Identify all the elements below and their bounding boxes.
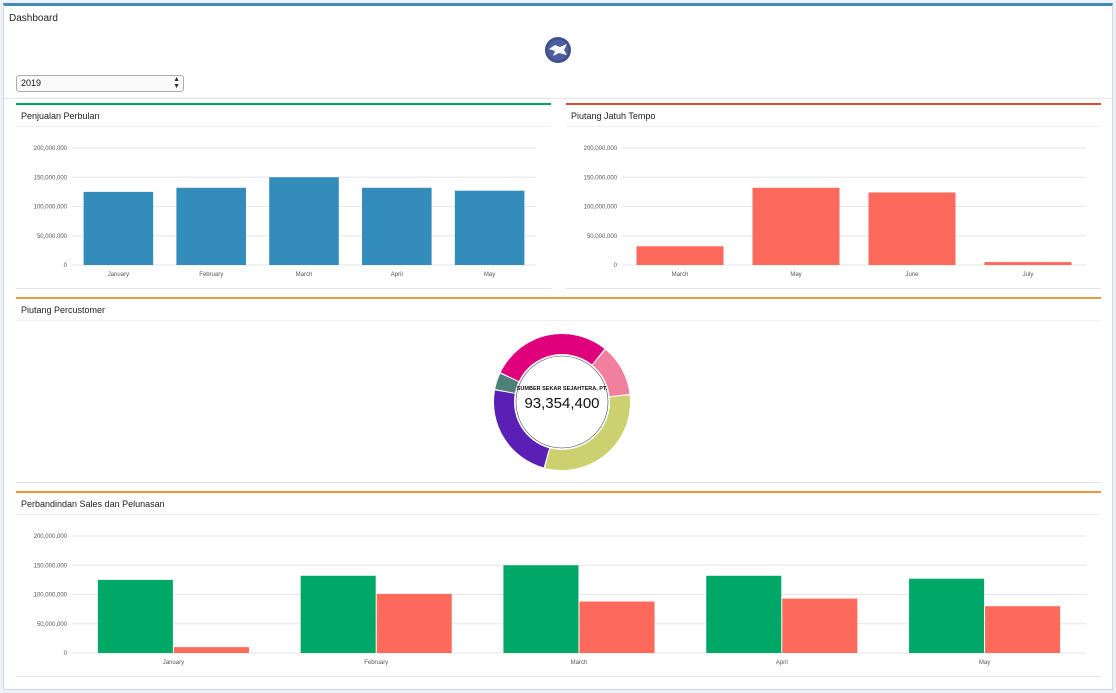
compare-chart: 0 50,000,000 100,000,000 150,000,000 200,000… <box>34 534 1086 666</box>
x-tick-label: July <box>1023 272 1034 278</box>
due-chart: 0 50,000,000 100,000,000 150,000,000 200,000… <box>584 146 1086 278</box>
page-title: Dashboard <box>9 13 58 24</box>
x-tick-label: May <box>979 660 990 666</box>
bar-piutang-jatuh-tempo-july <box>984 262 1072 265</box>
bar-penjualan-perbulan-march <box>269 177 339 265</box>
donut-center-label: SUMBER SEKAR SEJAHTERA, PT. <box>517 386 608 392</box>
donut-slice-1 <box>500 333 605 382</box>
y-tick-label: 0 <box>614 263 618 269</box>
x-tick-label: June <box>905 272 919 278</box>
panel-title: Penjualan Perbulan <box>21 111 100 121</box>
dashboard-frame: Dashboard 2019 ▲ ▼ Penjualan Perbulan 0 50… <box>3 3 1113 690</box>
bar-pelunasan-april <box>782 598 858 653</box>
y-tick-label: 50,000,000 <box>587 234 618 240</box>
panel-due: Piutang Jatuh Tempo 0 50,000,000 100,000,0… <box>566 103 1101 289</box>
year-select[interactable]: 2019 ▲ ▼ <box>16 75 184 92</box>
bar-sales-january <box>97 579 173 653</box>
y-tick-label: 200,000,000 <box>34 534 68 540</box>
bar-pelunasan-february <box>376 593 452 653</box>
donut-slice-5 <box>495 373 519 393</box>
y-tick-label: 150,000,000 <box>584 175 618 181</box>
panel-accent <box>566 103 1101 105</box>
bar-sales-march <box>503 565 579 653</box>
x-tick-label: April <box>391 272 403 278</box>
bar-piutang-jatuh-tempo-may <box>752 187 840 265</box>
x-tick-label: February <box>364 660 388 666</box>
customer-donut-chart: SUMBER SEKAR SEJAHTERA, PT. 93,354,400 <box>494 333 630 470</box>
bar-sales-may <box>909 578 985 653</box>
panel-sales: Penjualan Perbulan 0 50,000,000 100,000,00… <box>16 103 551 289</box>
y-tick-label: 100,000,000 <box>34 593 68 599</box>
bar-pelunasan-may <box>985 606 1061 653</box>
x-tick-label: January <box>163 660 184 666</box>
y-tick-label: 100,000,000 <box>584 205 618 211</box>
y-tick-label: 150,000,000 <box>34 563 68 569</box>
x-tick-label: January <box>108 272 129 278</box>
bar-pelunasan-march <box>579 601 655 653</box>
panel-divider <box>16 126 551 127</box>
bar-pelunasan-january <box>173 647 249 653</box>
y-tick-label: 0 <box>64 263 68 269</box>
x-tick-label: May <box>790 272 801 278</box>
donut-inner-ring <box>515 355 609 449</box>
donut-slice-3 <box>545 395 630 470</box>
bar-piutang-jatuh-tempo-june <box>868 192 956 265</box>
bar-penjualan-perbulan-may <box>454 190 525 265</box>
panel-divider <box>16 320 1101 321</box>
select-arrows-icon: ▲ ▼ <box>173 76 180 90</box>
y-tick-label: 100,000,000 <box>34 205 68 211</box>
x-tick-label: May <box>484 272 495 278</box>
y-tick-label: 50,000,000 <box>37 234 68 240</box>
x-tick-label: March <box>296 272 313 278</box>
bar-penjualan-perbulan-january <box>83 191 154 265</box>
y-tick-label: 0 <box>64 651 68 657</box>
x-tick-label: April <box>776 660 788 666</box>
y-tick-label: 50,000,000 <box>37 622 68 628</box>
y-tick-label: 200,000,000 <box>34 146 68 152</box>
bar-piutang-jatuh-tempo-march <box>636 246 724 265</box>
y-tick-label: 150,000,000 <box>34 175 68 181</box>
panel-divider <box>566 126 1101 127</box>
donut-center-value: 93,354,400 <box>524 395 599 412</box>
year-select-value: 2019 <box>21 78 42 88</box>
x-tick-label: March <box>672 272 689 278</box>
x-tick-label: March <box>571 660 588 666</box>
donut-slice-4 <box>494 390 550 468</box>
bar-penjualan-perbulan-february <box>176 187 246 265</box>
sales-chart: 0 50,000,000 100,000,000 150,000,000 200,000… <box>34 146 536 278</box>
panel-compare: Perbandindan Sales dan Pelunasan 0 50,000… <box>16 491 1101 677</box>
company-logo-icon <box>545 37 571 63</box>
bar-sales-february <box>300 575 376 653</box>
divider <box>4 98 1112 99</box>
panel-divider <box>16 514 1101 515</box>
y-tick-label: 200,000,000 <box>584 146 618 152</box>
panel-accent <box>16 491 1101 493</box>
bar-penjualan-perbulan-april <box>362 187 432 265</box>
bar-sales-april <box>706 575 782 653</box>
panel-accent <box>16 103 551 105</box>
donut-slice-2 <box>592 349 630 397</box>
x-tick-label: February <box>199 272 223 278</box>
panel-title: Perbandindan Sales dan Pelunasan <box>21 499 165 509</box>
panel-title: Piutang Jatuh Tempo <box>571 111 656 121</box>
panel-title: Piutang Percustomer <box>21 305 106 315</box>
panel-customer: Piutang Percustomer SUMBER SEKAR SEJAHTE… <box>16 297 1101 483</box>
panel-accent <box>16 297 1101 299</box>
